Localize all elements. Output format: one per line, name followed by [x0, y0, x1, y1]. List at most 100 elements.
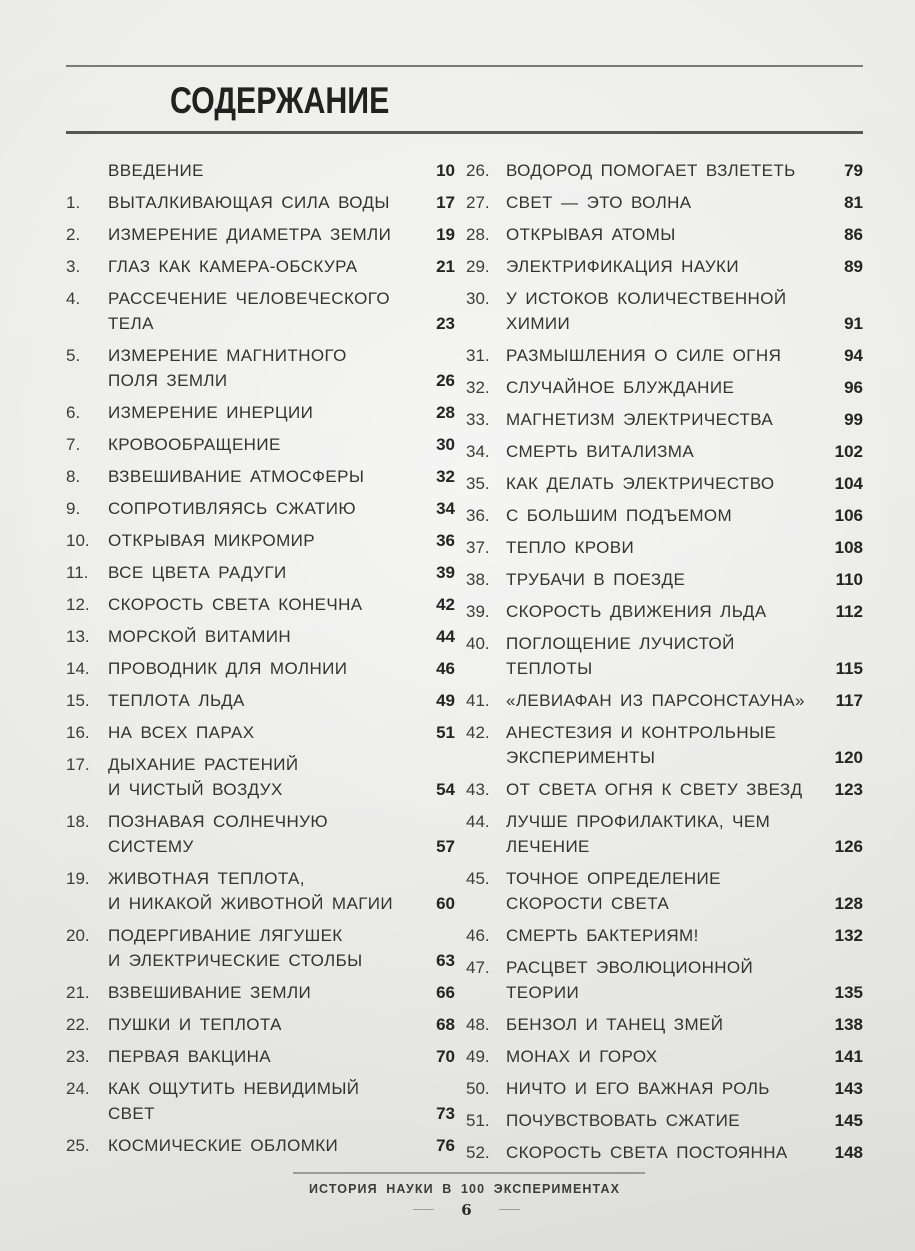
entry-title: ПРОВОДНИК ДЛЯ МОЛНИИ	[108, 658, 348, 678]
entry-title: РАССЕЧЕНИЕ ЧЕЛОВЕЧЕСКОГО ТЕЛА	[108, 288, 390, 333]
entry-number: 39.	[466, 601, 490, 621]
toc-entry: 17. ДЫХАНИЕ РАСТЕНИЙ И ЧИСТЫЙ ВОЗДУХ 54	[66, 752, 455, 802]
entry-number: 45.	[466, 868, 490, 888]
page-title: СОДЕРЖАНИЕ	[170, 80, 390, 121]
entry-number: 40.	[466, 633, 490, 653]
entry-title: ВОДОРОД ПОМОГАЕТ ВЗЛЕТЕТЬ	[506, 160, 796, 180]
header-rule-top	[66, 65, 863, 67]
entry-title: ТЕПЛОТА ЛЬДА	[108, 690, 245, 710]
entry-title: ТЕПЛО КРОВИ	[506, 537, 635, 557]
entry-number: 31.	[466, 345, 490, 365]
entry-page-number: 108	[834, 537, 863, 557]
entry-page-number: 120	[834, 747, 863, 767]
entry-page-number: 34	[436, 498, 455, 518]
entry-title: У ИСТОКОВ КОЛИЧЕСТВЕННОЙ ХИМИИ	[506, 288, 787, 333]
toc-entry: 4. РАССЕЧЕНИЕ ЧЕЛОВЕЧЕСКОГО ТЕЛА 23	[66, 286, 455, 336]
entry-number: 51.	[466, 1110, 490, 1130]
entry-title: СМЕРТЬ БАКТЕРИЯМ!	[506, 925, 699, 945]
toc-entry: 37. ТЕПЛО КРОВИ 108	[466, 535, 863, 560]
toc-entry: 48. БЕНЗОЛ И ТАНЕЦ ЗМЕЙ 138	[466, 1012, 863, 1037]
page-footer: ИСТОРИЯ НАУКИ В 100 ЭКСПЕРИМЕНТАХ 6	[66, 1172, 863, 1219]
entry-title: КРОВООБРАЩЕНИЕ	[108, 434, 281, 454]
entry-page-number: 143	[834, 1078, 863, 1098]
entry-title: КАК ОЩУТИТЬ НЕВИДИМЫЙ СВЕТ	[108, 1078, 360, 1123]
entry-number: 20.	[66, 925, 90, 945]
entry-title: РАЗМЫШЛЕНИЯ О СИЛЕ ОГНЯ	[506, 345, 782, 365]
toc-entry: 11. ВСЕ ЦВЕТА РАДУГИ 39	[66, 560, 455, 585]
toc-entry: 10. ОТКРЫВАЯ МИКРОМИР 36	[66, 528, 455, 553]
entry-number: 1.	[66, 192, 81, 212]
entry-page-number: 26	[436, 370, 455, 390]
entry-title: НА ВСЕХ ПАРАХ	[108, 722, 255, 742]
entry-title: ЭЛЕКТРИФИКАЦИЯ НАУКИ	[506, 256, 739, 276]
entry-page-number: 46	[436, 658, 455, 678]
entry-number: 46.	[466, 925, 490, 945]
entry-title: СКОРОСТЬ ДВИЖЕНИЯ ЛЬДА	[506, 601, 767, 621]
toc-entry: 32. СЛУЧАЙНОЕ БЛУЖДАНИЕ 96	[466, 375, 863, 400]
entry-number: 50.	[466, 1078, 490, 1098]
toc-entry: 47. РАСЦВЕТ ЭВОЛЮЦИОННОЙ ТЕОРИИ 135	[466, 955, 863, 1005]
entry-page-number: 112	[835, 601, 863, 621]
entry-number: 13.	[66, 626, 90, 646]
entry-number: 27.	[466, 192, 490, 212]
entry-title: ПОЗНАВАЯ СОЛНЕЧНУЮ СИСТЕМУ	[108, 811, 328, 856]
entry-number: 26.	[466, 160, 490, 180]
entry-number: 42.	[466, 722, 490, 742]
entry-number: 19.	[66, 868, 90, 888]
header-rule-bottom	[66, 131, 863, 134]
entry-number: 3.	[66, 256, 81, 276]
entry-number: 4.	[66, 288, 81, 308]
entry-page-number: 23	[436, 313, 455, 333]
entry-title: СКОРОСТЬ СВЕТА ПОСТОЯННА	[506, 1142, 788, 1162]
toc-column-right: 26. ВОДОРОД ПОМОГАЕТ ВЗЛЕТЕТЬ 79 27. СВЕ…	[466, 158, 863, 1172]
toc-entry: 15. ТЕПЛОТА ЛЬДА 49	[66, 688, 455, 713]
toc-entry: 38. ТРУБАЧИ В ПОЕЗДЕ 110	[466, 567, 863, 592]
entry-page-number: 17	[436, 192, 455, 212]
toc-entry: 40. ПОГЛОЩЕНИЕ ЛУЧИСТОЙ ТЕПЛОТЫ 115	[466, 631, 863, 681]
entry-number: 48.	[466, 1014, 490, 1034]
entry-page-number: 104	[834, 473, 863, 493]
entry-number: 17.	[66, 754, 90, 774]
entry-page-number: 123	[834, 779, 863, 799]
entry-title: МАГНЕТИЗМ ЭЛЕКТРИЧЕСТВА	[506, 409, 774, 429]
entry-page-number: 110	[835, 569, 863, 589]
toc-entry: 12. СКОРОСТЬ СВЕТА КОНЕЧНА 42	[66, 592, 455, 617]
toc-entry: 27. СВЕТ — ЭТО ВОЛНА 81	[466, 190, 863, 215]
entry-page-number: 79	[844, 160, 863, 180]
toc-entry: 18. ПОЗНАВАЯ СОЛНЕЧНУЮ СИСТЕМУ 57	[66, 809, 455, 859]
entry-number: 7.	[66, 434, 81, 454]
entry-number: 49.	[466, 1046, 490, 1066]
entry-page-number: 36	[436, 530, 455, 550]
toc-entry: 30. У ИСТОКОВ КОЛИЧЕСТВЕННОЙ ХИМИИ 91	[466, 286, 863, 336]
toc-entry: 9. СОПРОТИВЛЯЯСЬ СЖАТИЮ 34	[66, 496, 455, 521]
entry-title: ВЗВЕШИВАНИЕ ЗЕМЛИ	[108, 982, 312, 1002]
entry-number: 22.	[66, 1014, 90, 1034]
entry-title: МОРСКОЙ ВИТАМИН	[108, 626, 292, 646]
toc-entry: 51. ПОЧУВСТВОВАТЬ СЖАТИЕ 145	[466, 1108, 863, 1133]
entry-page-number: 28	[436, 402, 455, 422]
entry-number: 21.	[66, 982, 90, 1002]
entry-page-number: 128	[834, 893, 863, 913]
entry-title: ПОГЛОЩЕНИЕ ЛУЧИСТОЙ ТЕПЛОТЫ	[506, 633, 735, 678]
toc-entry: 31. РАЗМЫШЛЕНИЯ О СИЛЕ ОГНЯ 94	[466, 343, 863, 368]
entry-number: 37.	[466, 537, 490, 557]
entry-title: ТРУБАЧИ В ПОЕЗДЕ	[506, 569, 686, 589]
entry-page-number: 89	[844, 256, 863, 276]
toc-entry: 35. КАК ДЕЛАТЬ ЭЛЕКТРИЧЕСТВО 104	[466, 471, 863, 496]
entry-page-number: 54	[436, 779, 455, 799]
toc-entry: 5. ИЗМЕРЕНИЕ МАГНИТНОГО ПОЛЯ ЗЕМЛИ 26	[66, 343, 455, 393]
entry-title: ПЕРВАЯ ВАКЦИНА	[108, 1046, 272, 1066]
entry-page-number: 145	[834, 1110, 863, 1130]
entry-page-number: 126	[834, 836, 863, 856]
entry-number: 29.	[466, 256, 490, 276]
entry-page-number: 148	[834, 1142, 863, 1162]
entry-page-number: 73	[436, 1103, 455, 1123]
entry-number: 14.	[66, 658, 90, 678]
entry-number: 30.	[466, 288, 490, 308]
entry-number: 28.	[466, 224, 490, 244]
entry-number: 44.	[466, 811, 490, 831]
entry-title: ТОЧНОЕ ОПРЕДЕЛЕНИЕ СКОРОСТИ СВЕТА	[506, 868, 721, 913]
entry-number: 12.	[66, 594, 90, 614]
entry-page-number: 66	[436, 982, 455, 1002]
